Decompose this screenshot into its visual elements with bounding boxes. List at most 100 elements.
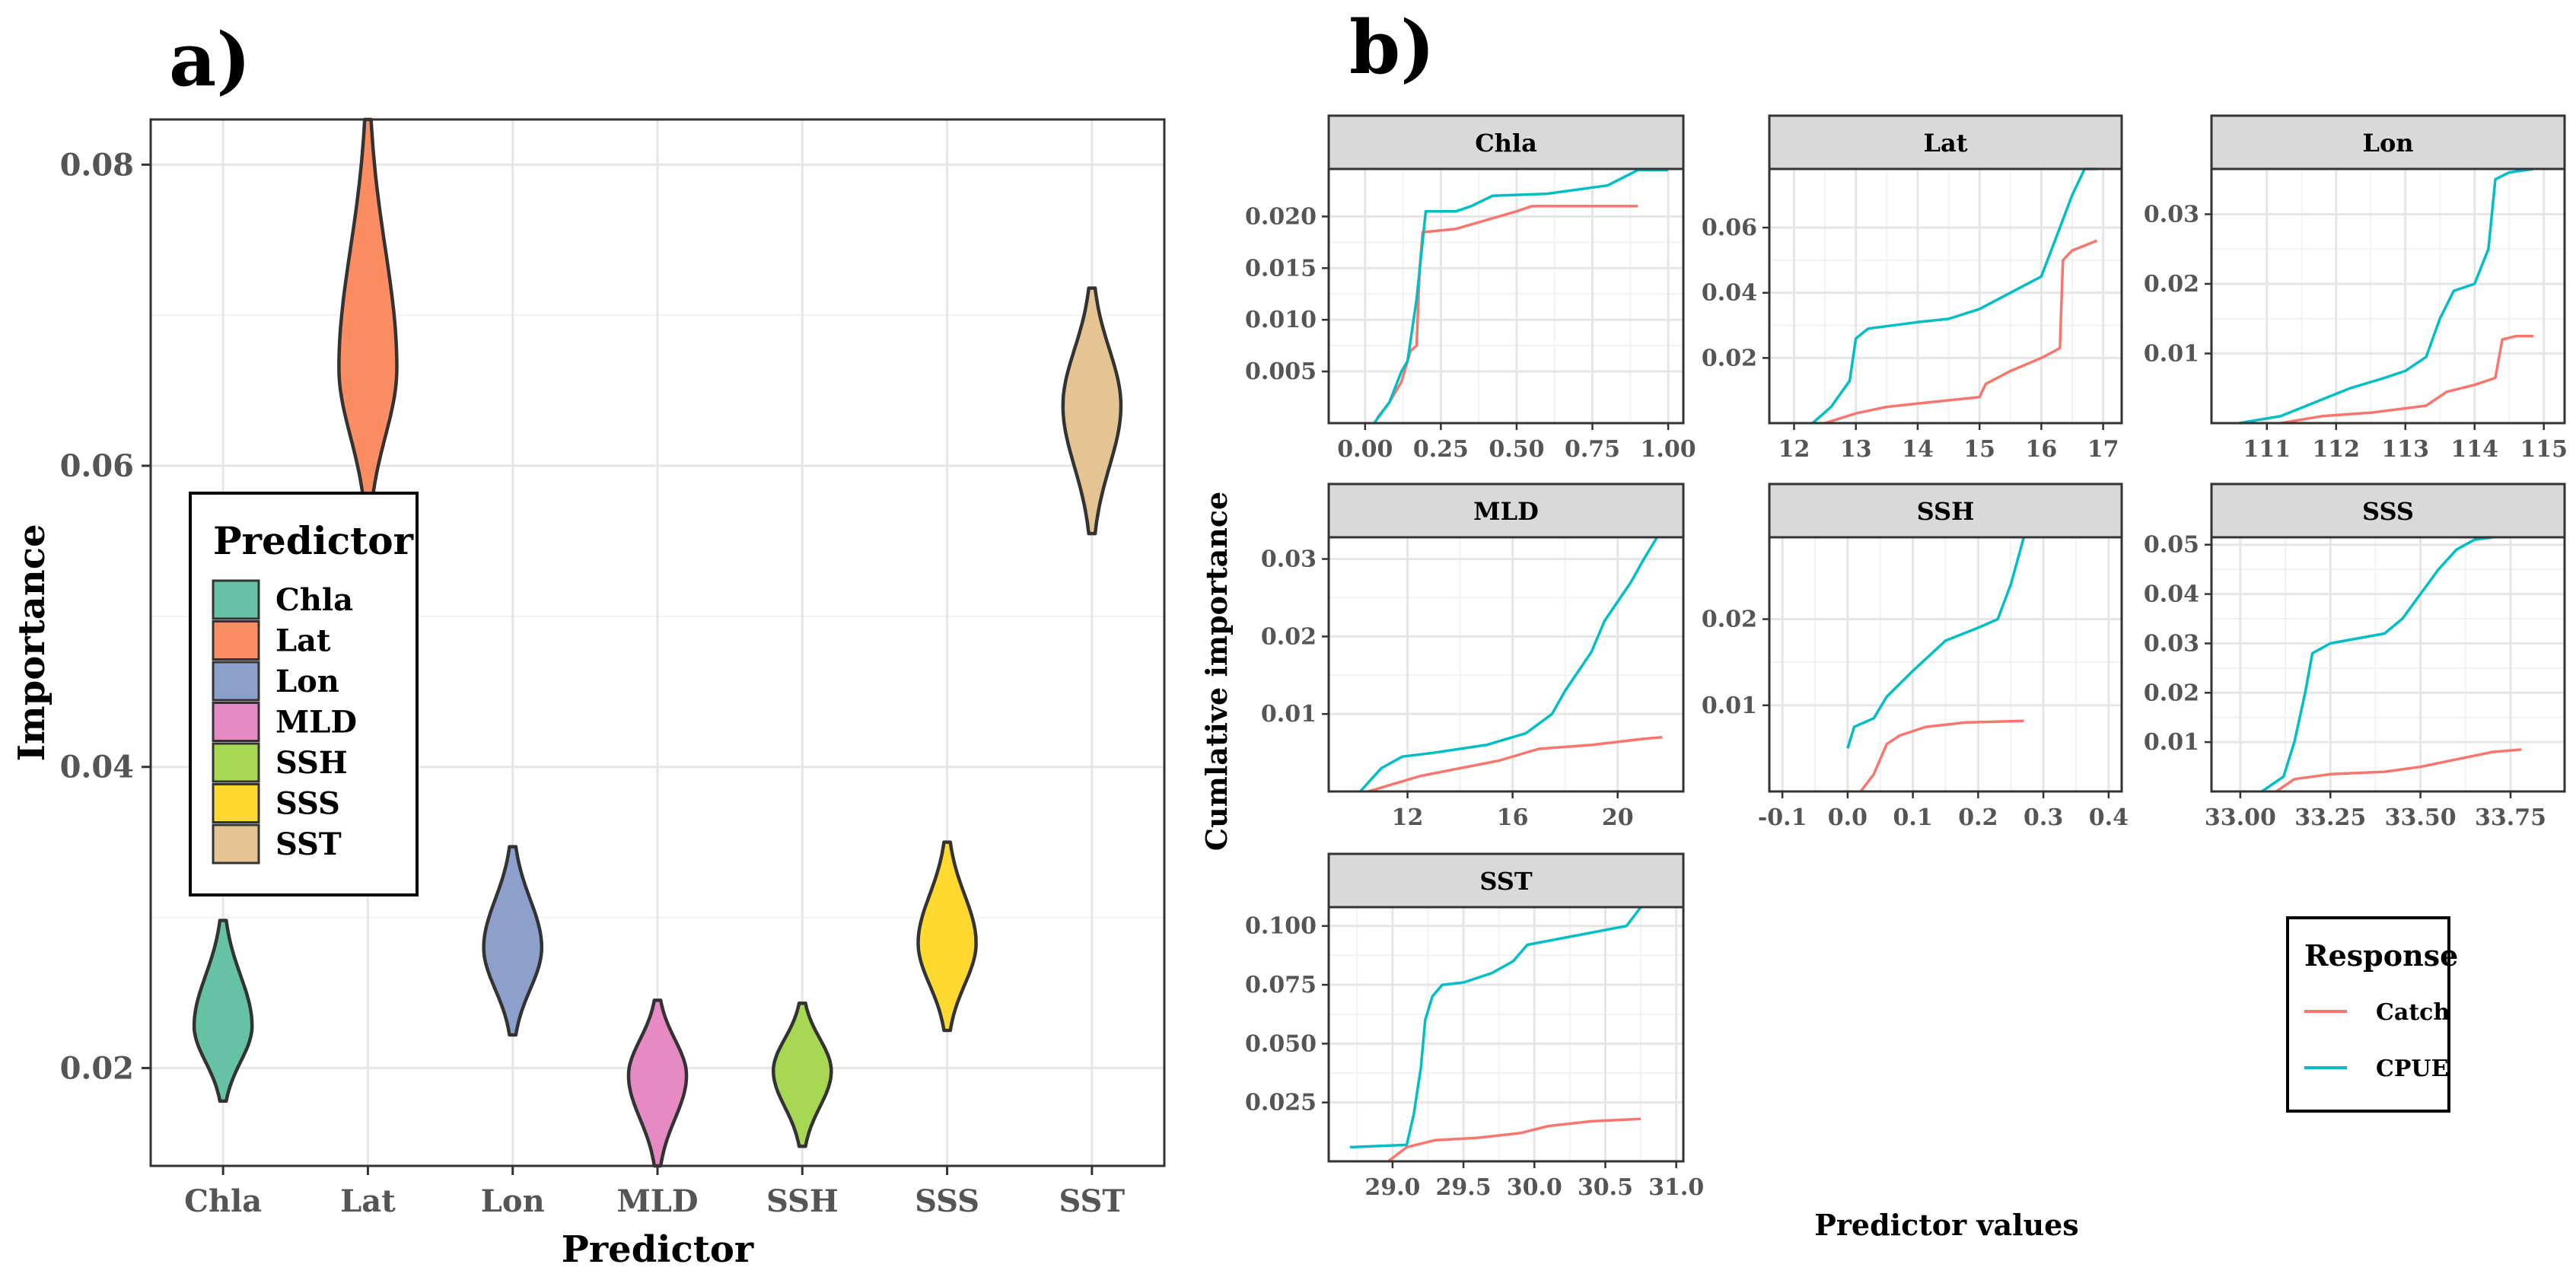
facet-strip-label: Lat (1923, 129, 1967, 158)
series-line-catch (1859, 719, 2024, 793)
plot-border (149, 118, 1166, 1167)
series-line-cpue (2261, 536, 2493, 793)
panel-b-label: b) (1349, 5, 1435, 91)
facet-strip-label: SSH (1917, 497, 1975, 526)
response-legend-label-catch: Catch (2376, 999, 2450, 1026)
series-line-cpue (1359, 537, 1658, 793)
legend-label-ssh: SSH (275, 745, 348, 781)
x-tick-label: 0.50 (1489, 436, 1544, 463)
facet-border (1327, 906, 1685, 1163)
y-axis-title: Importance (11, 524, 53, 761)
legend-label-sss: SSS (275, 786, 340, 822)
x-tick-label: 115 (2520, 436, 2568, 463)
x-axis-title-b: Predictor values (1814, 1208, 2078, 1242)
x-tick-label: 113 (2381, 436, 2429, 463)
y-tick-label: 0.04 (60, 750, 134, 785)
y-tick-label: 0.02 (2144, 271, 2199, 298)
y-tick-label: 0.04 (1702, 280, 1757, 307)
legend-label-chla: Chla (275, 582, 353, 618)
y-tick-label: 0.05 (2144, 532, 2199, 559)
x-tick-label: 0.0 (1828, 804, 1868, 831)
legend-key-lon (212, 661, 260, 702)
y-tick-label: 0.025 (1245, 1090, 1317, 1116)
legend-key-mld (212, 702, 260, 742)
legend-label-lon: Lon (275, 664, 339, 699)
x-tick-label: 0.75 (1565, 436, 1620, 463)
x-tick-label: 33.00 (2205, 804, 2276, 831)
violin-sss (916, 840, 978, 1033)
x-tick-label: 0.4 (2089, 804, 2129, 831)
y-tick-label: 0.01 (2144, 340, 2199, 367)
x-tick-label: 13 (1840, 436, 1872, 463)
y-tick-label: 0.06 (1702, 215, 1757, 241)
violin-ssh (771, 1002, 833, 1148)
response-legend-title: Response (2304, 938, 2458, 973)
x-tick-label: MLD (616, 1183, 698, 1219)
y-tick-label: 0.01 (1702, 693, 1757, 719)
x-tick-label: 16 (2026, 436, 2058, 463)
series-line-catch (2280, 334, 2534, 425)
panel-a-label: a) (169, 17, 251, 103)
x-tick-label: 0.1 (1893, 804, 1933, 831)
x-tick-label: 16 (1497, 804, 1529, 831)
y-tick-label: 0.01 (1261, 701, 1317, 728)
facet-border (2210, 167, 2566, 425)
violin-mld (626, 998, 689, 1168)
x-tick-label: 112 (2312, 436, 2360, 463)
legend-label-lat: Lat (275, 623, 331, 659)
facet-border (1327, 167, 1685, 425)
y-tick-label: 0.005 (1245, 358, 1317, 385)
facet-strip-label: Chla (1475, 129, 1537, 158)
legend-key-sst (212, 823, 260, 865)
x-tick-label: 0.25 (1413, 436, 1469, 463)
x-tick-label: 20 (1602, 804, 1634, 831)
x-tick-label: 17 (2087, 436, 2119, 463)
y-tick-label: 0.06 (60, 448, 134, 484)
facet-strip (1327, 482, 1685, 539)
facet-ssh: SSH -0.1 0.0 0.1 0.2 0.3 0.4 0.01 0.02 (1702, 482, 2129, 831)
x-tick-label: 0.2 (1958, 804, 1998, 831)
x-tick-label: 33.25 (2294, 804, 2366, 831)
facet-strip-label: SSS (2362, 497, 2414, 526)
series-line-catch (1387, 1117, 1641, 1163)
y-tick-label: 0.03 (2144, 630, 2199, 657)
facet-strip (1768, 482, 2123, 539)
series-line-cpue (1846, 537, 2026, 749)
x-tick-label: 12 (1392, 804, 1424, 831)
y-tick-label: 0.050 (1245, 1030, 1317, 1057)
y-tick-label: 0.04 (2144, 581, 2199, 608)
y-tick-label: 0.100 (1245, 913, 1317, 940)
series-line-cpue (2239, 167, 2534, 425)
x-tick-label: 31.0 (1648, 1174, 1704, 1201)
y-tick-label: 0.02 (60, 1050, 134, 1086)
legend-key-sss (212, 783, 260, 823)
x-tick-label: 111 (2243, 436, 2291, 463)
x-tick-label: -0.1 (1758, 804, 1807, 831)
x-tick-label: 0.3 (2024, 804, 2063, 831)
y-tick-label: 0.08 (60, 147, 134, 183)
panel-a: a) 0.02 0.04 0.06 0.08 Chla Lat Lon MLD SSH SSS SST… (11, 17, 1166, 1271)
y-tick-label: 0.03 (2144, 201, 2199, 228)
x-tick-label: 33.50 (2385, 804, 2457, 831)
series-line-cpue (1349, 906, 1642, 1149)
facet-plot-area (1329, 907, 1683, 1161)
legend-key-chla (212, 579, 260, 620)
facet-strip-label: MLD (1473, 497, 1539, 526)
violin-sst (1061, 286, 1123, 536)
violin-lon (482, 845, 544, 1037)
facet-lon: Lon 111 112 113 114 115 0.01 0.02 0.03 (2144, 114, 2568, 463)
facet-border (2210, 536, 2566, 793)
y-tick-label: 0.02 (1702, 345, 1757, 371)
facet-plot-area (2211, 169, 2565, 423)
x-tick-label: 114 (2450, 436, 2498, 463)
x-tick-label: 29.0 (1364, 1174, 1420, 1201)
y-tick-label: 0.020 (1245, 203, 1317, 230)
x-tick-label: 14 (1902, 436, 1934, 463)
x-tick-label: SST (1059, 1183, 1126, 1219)
legend-title: Predictor (213, 518, 414, 563)
x-tick-label: Lon (481, 1183, 545, 1219)
facet-strip (1327, 852, 1685, 909)
y-tick-label: 0.010 (1245, 307, 1317, 333)
x-tick-label: 15 (1963, 436, 1995, 463)
